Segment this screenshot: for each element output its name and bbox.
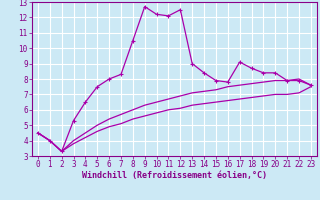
X-axis label: Windchill (Refroidissement éolien,°C): Windchill (Refroidissement éolien,°C) <box>82 171 267 180</box>
